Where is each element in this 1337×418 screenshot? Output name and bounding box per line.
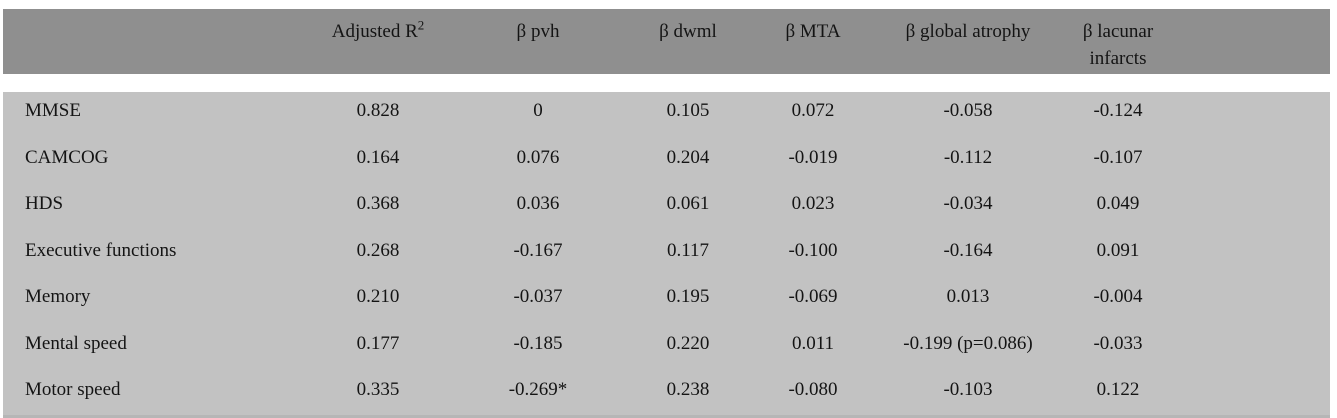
value-cell: 0.177	[356, 332, 400, 354]
header-cell-beta-lacunar-infarcts: β lacunar infarcts	[1082, 21, 1154, 69]
value-cell: -0.034	[943, 193, 993, 214]
table-row: Executive functions 0.268 -0.167 0.117 -…	[3, 232, 1330, 279]
value-cell: 0.195	[666, 286, 710, 307]
row-label: HDS	[25, 193, 64, 214]
value-cell: -0.019	[788, 146, 838, 168]
regression-table: Adjusted R2 β pvh β dwml β MTA β global …	[3, 9, 1330, 418]
table-row: Memory 0.210 -0.037 0.195 -0.069 0.013 -…	[3, 278, 1330, 325]
value-cell: -0.112	[943, 146, 993, 168]
header-cell-adjusted-r2: Adjusted R2	[303, 18, 453, 74]
value-cell: 0.220	[666, 332, 710, 354]
table-row: Mental speed 0.177 -0.185 0.220 0.011 -0…	[3, 325, 1330, 372]
value-cell: 0.061	[666, 193, 710, 214]
value-cell: -0.164	[943, 239, 993, 261]
value-cell: 0.828	[356, 100, 400, 121]
value-cell: 0.335	[356, 379, 400, 400]
spacer-cell	[1173, 239, 1330, 279]
header-cell-beta-mta: β MTA	[785, 21, 841, 42]
value-cell: -0.107	[1093, 146, 1143, 168]
table-bottom-edge	[3, 415, 1330, 418]
row-label: Memory	[25, 286, 91, 307]
value-cell: 0.091	[1096, 239, 1140, 261]
value-cell: -0.004	[1093, 286, 1143, 307]
value-cell: 0.368	[356, 193, 400, 214]
value-cell: 0.122	[1096, 379, 1140, 400]
row-label: Executive functions	[25, 239, 177, 261]
value-cell: 0.268	[356, 239, 400, 261]
value-cell: -0.199 (p=0.086)	[903, 332, 1033, 354]
table-row: CAMCOG 0.164 0.076 0.204 -0.019 -0.112 -…	[3, 139, 1330, 186]
spacer-cell	[1173, 146, 1330, 186]
value-cell: 0.204	[666, 146, 710, 168]
value-cell: 0.036	[516, 193, 560, 214]
header-cell-beta-dwml: β dwml	[659, 21, 717, 42]
value-cell: -0.080	[788, 379, 838, 400]
value-cell: -0.033	[1093, 332, 1143, 354]
value-cell: 0	[533, 100, 543, 121]
header-adjusted-r-text: Adjusted R	[331, 21, 418, 42]
header-body-separator	[3, 74, 1330, 92]
value-cell: -0.100	[788, 239, 838, 261]
value-cell: -0.185	[513, 332, 563, 354]
value-cell: 0.117	[666, 239, 710, 261]
value-cell: 0.013	[946, 286, 990, 307]
value-cell: -0.069	[788, 286, 838, 307]
table-row: MMSE 0.828 0 0.105 0.072 -0.058 -0.124	[3, 92, 1330, 139]
value-cell: -0.124	[1093, 100, 1143, 121]
value-cell: 0.238	[666, 379, 710, 400]
spacer-cell	[1173, 99, 1330, 139]
value-cell: 0.076	[516, 146, 560, 168]
value-cell: 0.049	[1096, 193, 1140, 214]
value-cell: 0.164	[356, 146, 400, 168]
header-cell-spacer	[1173, 18, 1330, 74]
value-cell: -0.037	[513, 286, 563, 307]
value-cell: -0.167	[513, 239, 563, 261]
row-label: CAMCOG	[25, 146, 109, 168]
spacer-cell	[1173, 192, 1330, 232]
spacer-cell	[1173, 378, 1330, 418]
header-cell-empty	[3, 18, 303, 74]
header-cell-beta-pvh: β pvh	[516, 21, 560, 42]
value-cell: -0.103	[943, 379, 993, 400]
table-row: HDS 0.368 0.036 0.061 0.023 -0.034 0.049	[3, 185, 1330, 232]
header-adjusted-r-superscript: 2	[417, 17, 425, 33]
header-cell-beta-global-atrophy: β global atrophy	[905, 21, 1031, 42]
row-label: Motor speed	[25, 379, 121, 400]
table-row: Motor speed 0.335 -0.269* 0.238 -0.080 -…	[3, 371, 1330, 418]
value-cell: -0.058	[943, 100, 993, 121]
spacer-cell	[1173, 285, 1330, 325]
table-body: MMSE 0.828 0 0.105 0.072 -0.058 -0.124 C…	[3, 92, 1330, 418]
value-cell: 0.023	[791, 193, 835, 214]
value-cell: 0.105	[666, 100, 710, 121]
table-header-row: Adjusted R2 β pvh β dwml β MTA β global …	[3, 9, 1330, 74]
value-cell: -0.269*	[508, 379, 568, 400]
value-cell: 0.210	[356, 286, 400, 307]
value-cell: 0.011	[791, 332, 835, 354]
value-cell: 0.072	[791, 100, 835, 121]
row-label: Mental speed	[25, 332, 127, 354]
spacer-cell	[1173, 332, 1330, 372]
row-label: MMSE	[25, 100, 81, 121]
